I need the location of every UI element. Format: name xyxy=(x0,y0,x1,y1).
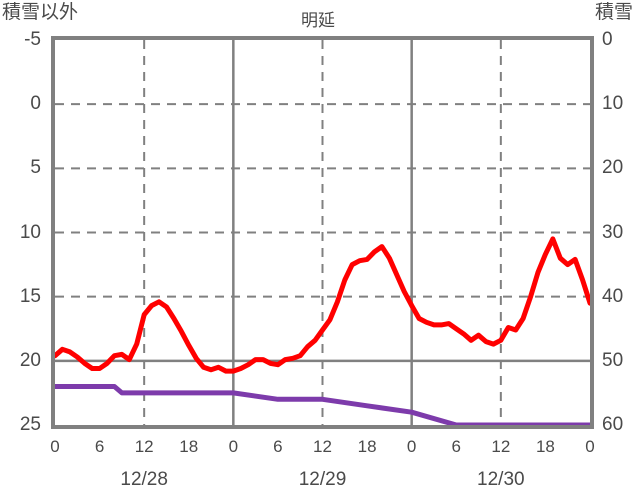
y-axis-tick-label-left: 25 xyxy=(19,414,41,435)
right-axis-title: 積雪 xyxy=(594,2,633,23)
x-axis-day-label: 12/30 xyxy=(477,469,525,490)
x-axis-tick-label: 18 xyxy=(535,437,555,456)
x-axis-tick-label: 0 xyxy=(585,437,595,456)
y-axis-tick-label-right: 30 xyxy=(602,221,624,243)
left-axis-title: 積雪以外 xyxy=(2,2,79,23)
chart-title: 明延 xyxy=(301,11,335,30)
y-axis-tick-label-right: 10 xyxy=(602,93,624,115)
x-axis-tick-label: 0 xyxy=(406,437,417,456)
series-line-other xyxy=(55,236,590,374)
chart-canvas xyxy=(55,40,590,425)
y-axis-tick-label-left: 15 xyxy=(19,285,41,307)
x-axis-tick-label: 6 xyxy=(273,437,283,456)
y-axis-tick-label-right: 60 xyxy=(602,414,624,435)
y-axis-tick-label-right: 40 xyxy=(602,285,624,307)
y-axis-tick-label-left: 20 xyxy=(19,349,41,371)
plot-area xyxy=(51,36,594,429)
y-axis-tick-label-right: 0 xyxy=(602,29,613,50)
x-axis-tick-label: 12 xyxy=(313,437,332,456)
y-axis-tick-label-right: 20 xyxy=(602,157,624,179)
x-axis-tick-label: 18 xyxy=(357,437,377,456)
plot-inner xyxy=(55,40,590,425)
y-axis-tick-label-right: 50 xyxy=(602,349,624,371)
x-axis-tick-label: 0 xyxy=(228,437,239,456)
x-axis-tick-label: 12 xyxy=(134,437,154,456)
x-axis-tick-label: 18 xyxy=(179,437,199,456)
y-axis-tick-label-left: 10 xyxy=(19,221,41,243)
y-axis-tick-label-left: 5 xyxy=(30,157,41,179)
series-line-snow xyxy=(55,384,590,425)
x-axis-tick-label: 6 xyxy=(451,437,461,456)
y-axis-tick-label-left: -5 xyxy=(24,29,41,50)
x-axis-tick-label: 0 xyxy=(50,437,60,456)
x-axis-tick-label: 6 xyxy=(94,437,105,456)
x-axis-tick-label: 12 xyxy=(491,437,511,456)
x-axis-day-label: 12/29 xyxy=(298,469,347,490)
x-axis-day-label: 12/28 xyxy=(120,469,168,490)
y-axis-tick-label-left: 0 xyxy=(30,93,41,115)
